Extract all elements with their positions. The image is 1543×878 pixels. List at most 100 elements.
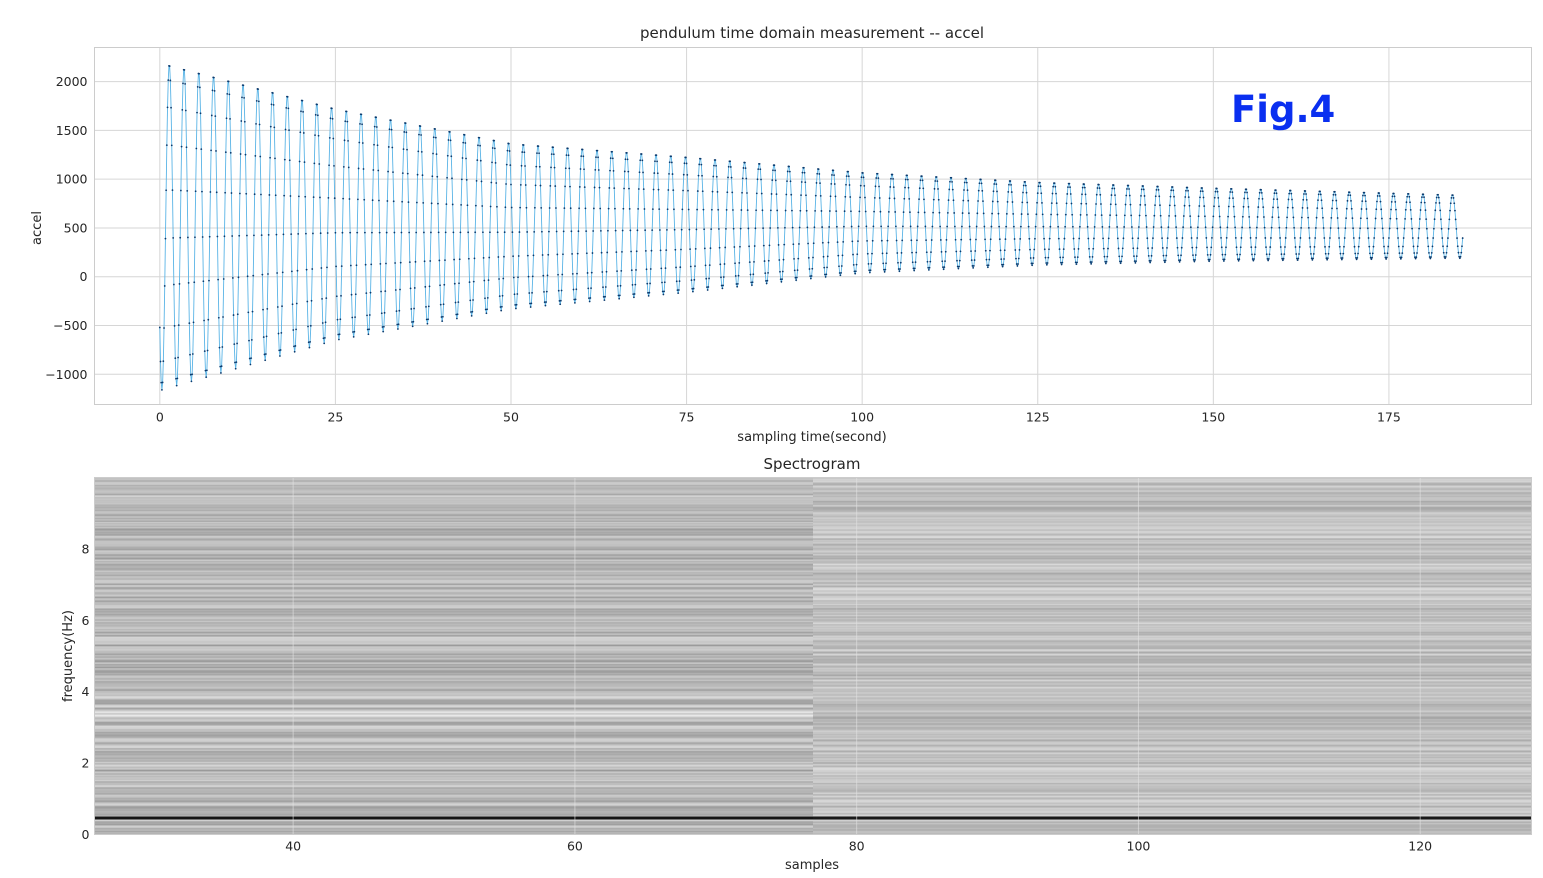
data-point <box>1039 185 1042 188</box>
data-point <box>349 264 352 267</box>
data-point <box>603 299 606 301</box>
data-point <box>825 273 828 276</box>
data-point <box>1239 253 1241 256</box>
data-point <box>1125 194 1128 197</box>
data-point <box>1159 214 1162 217</box>
data-point <box>211 89 214 92</box>
data-point <box>428 285 431 288</box>
data-point <box>1192 254 1194 257</box>
data-point <box>560 289 563 292</box>
data-point <box>1049 225 1052 228</box>
data-point <box>607 229 609 232</box>
data-point <box>688 228 691 231</box>
data-point <box>453 282 456 285</box>
data-point <box>248 339 250 342</box>
data-point <box>475 180 478 182</box>
data-point <box>1182 215 1185 217</box>
data-point <box>1450 197 1453 199</box>
data-point <box>961 212 964 214</box>
data-point <box>1060 263 1063 266</box>
data-point <box>1122 237 1125 240</box>
data-point <box>216 235 219 238</box>
data-point <box>1265 253 1268 256</box>
data-point <box>1101 225 1104 228</box>
data-point <box>763 260 766 262</box>
data-point <box>441 320 444 323</box>
data-point <box>474 231 477 234</box>
data-point <box>1211 226 1214 229</box>
data-point <box>188 322 191 325</box>
data-point <box>898 270 901 273</box>
data-point <box>236 342 238 345</box>
data-point <box>246 234 248 237</box>
data-point <box>736 285 739 288</box>
data-point <box>615 251 618 254</box>
data-point <box>707 286 710 288</box>
data-point <box>275 233 278 236</box>
data-point <box>412 320 415 323</box>
data-point <box>852 263 855 266</box>
data-point <box>895 239 898 242</box>
data-point <box>713 164 715 167</box>
data-point <box>948 188 951 191</box>
data-point <box>768 244 771 247</box>
data-point <box>958 265 960 268</box>
data-point <box>1154 195 1157 198</box>
data-point <box>425 305 427 308</box>
data-point <box>1131 237 1134 240</box>
data-point <box>734 275 737 277</box>
data-point <box>778 259 781 261</box>
data-point <box>777 244 780 246</box>
data-point <box>1031 264 1034 267</box>
data-point <box>166 106 169 109</box>
data-point <box>548 230 550 233</box>
data-point <box>1237 258 1239 261</box>
data-point <box>1430 251 1433 254</box>
data-point <box>1081 193 1083 196</box>
data-point <box>1064 213 1067 216</box>
data-point <box>1045 263 1048 266</box>
data-point <box>861 172 864 174</box>
data-point <box>769 227 772 229</box>
data-point <box>900 252 903 254</box>
data-point <box>1223 258 1226 261</box>
data-point <box>389 119 392 122</box>
data-point <box>923 211 926 214</box>
data-point <box>1371 252 1374 255</box>
data-point <box>903 197 906 200</box>
data-point <box>318 163 321 165</box>
data-point <box>196 86 199 88</box>
data-point <box>244 153 247 156</box>
data-point <box>369 291 372 294</box>
y-tick-label: 0 <box>82 827 90 842</box>
data-point <box>411 325 414 328</box>
data-point <box>289 195 292 197</box>
data-point <box>718 246 721 249</box>
data-point <box>731 191 734 194</box>
data-point <box>340 294 342 297</box>
data-point <box>342 197 345 200</box>
data-point <box>1449 202 1452 205</box>
data-point <box>1040 192 1043 195</box>
data-point <box>1117 247 1120 250</box>
data-point <box>1092 247 1095 250</box>
data-point <box>401 200 404 203</box>
data-point <box>255 99 258 102</box>
data-point <box>766 279 769 282</box>
data-point <box>1031 262 1034 265</box>
data-point <box>1078 225 1081 228</box>
data-point <box>1130 226 1133 228</box>
data-point <box>404 122 407 125</box>
data-point <box>282 233 285 236</box>
data-point <box>814 194 817 197</box>
data-point <box>225 117 228 120</box>
data-point <box>899 261 902 264</box>
data-point <box>812 256 814 259</box>
data-point <box>1123 214 1126 217</box>
data-point <box>1454 209 1456 212</box>
data-point <box>597 156 599 159</box>
data-point <box>1208 258 1211 261</box>
data-point <box>801 171 804 174</box>
data-point <box>1238 258 1241 261</box>
data-point <box>1069 186 1071 189</box>
